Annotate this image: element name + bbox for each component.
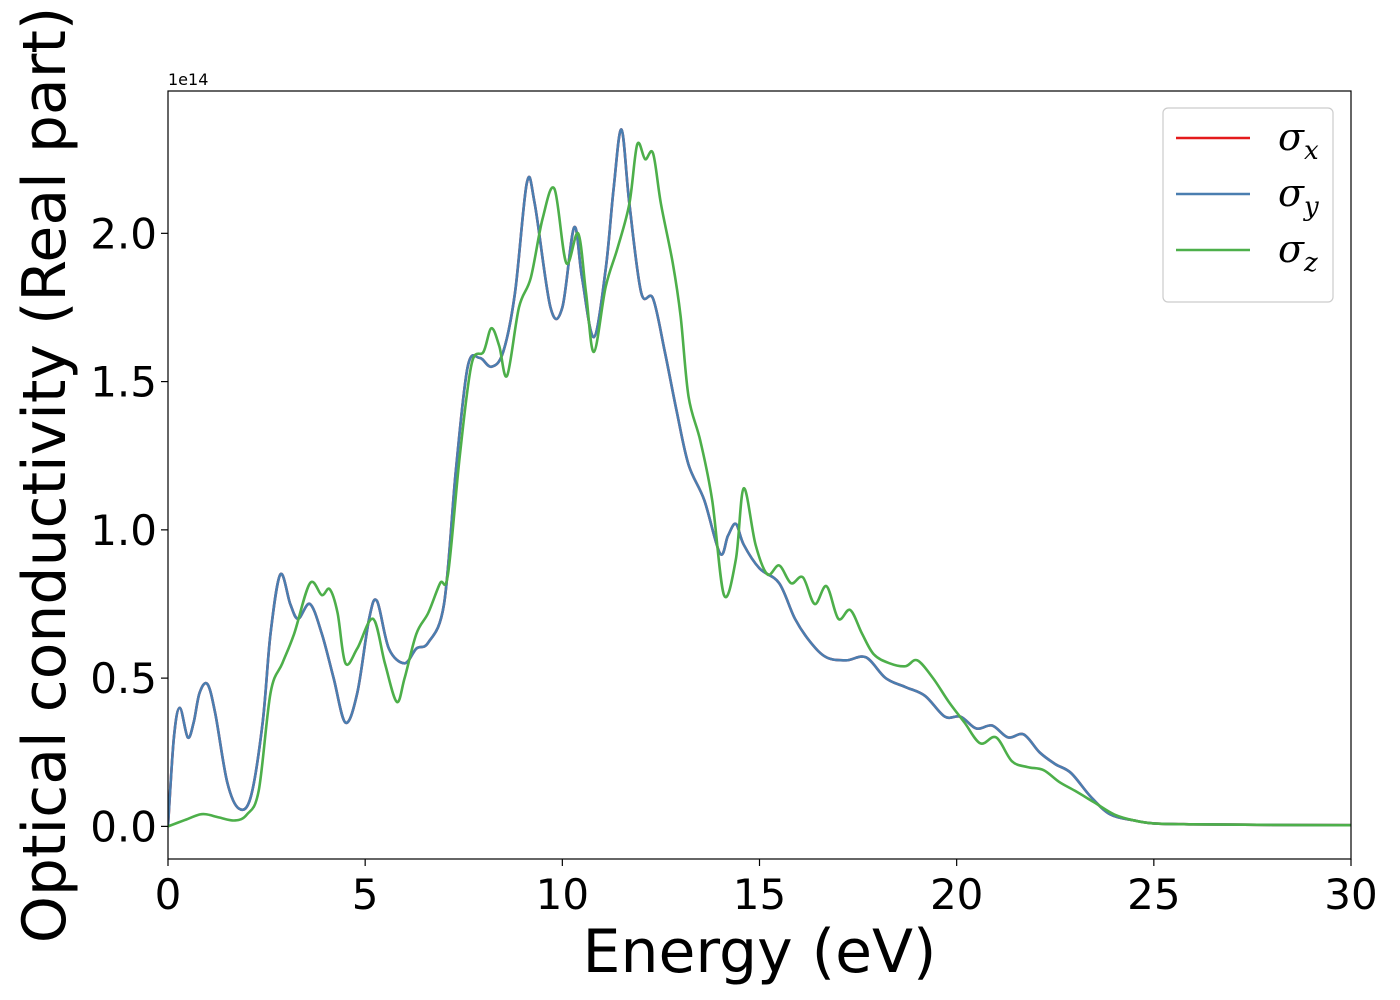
legend-box (1162, 107, 1334, 303)
y-offset-text: 1e14 (168, 70, 208, 89)
x-tick-label: 10 (536, 870, 589, 919)
legend-label-x: σx (1278, 115, 1319, 166)
y-tick-label: 0.0 (90, 802, 157, 851)
x-tick-label: 20 (930, 870, 983, 919)
y-tick-label: 1.0 (90, 506, 157, 555)
y-tick-label: 1.5 (90, 358, 157, 407)
series-layer (168, 128, 1351, 828)
legend-label-y: σy (1278, 171, 1319, 222)
legend-label-z: σz (1278, 227, 1318, 278)
y-axis-title: Optical conductivity (Real part) (10, 7, 80, 944)
tick-layer: 0 5 10 15 20 25 30 0.0 0.5 1.0 1.5 2.0 (90, 209, 1378, 919)
series-line-z (168, 141, 1351, 828)
x-tick-label: 25 (1127, 870, 1180, 919)
y-tick-label: 0.5 (90, 654, 157, 703)
x-tick-label: 0 (155, 870, 182, 919)
series-line-y (168, 128, 1351, 827)
x-tick-label: 30 (1324, 870, 1377, 919)
y-tick-label: 2.0 (90, 209, 157, 258)
x-axis-title: Energy (eV) (583, 917, 937, 987)
x-tick-label: 15 (733, 870, 786, 919)
x-tick-label: 5 (352, 870, 379, 919)
